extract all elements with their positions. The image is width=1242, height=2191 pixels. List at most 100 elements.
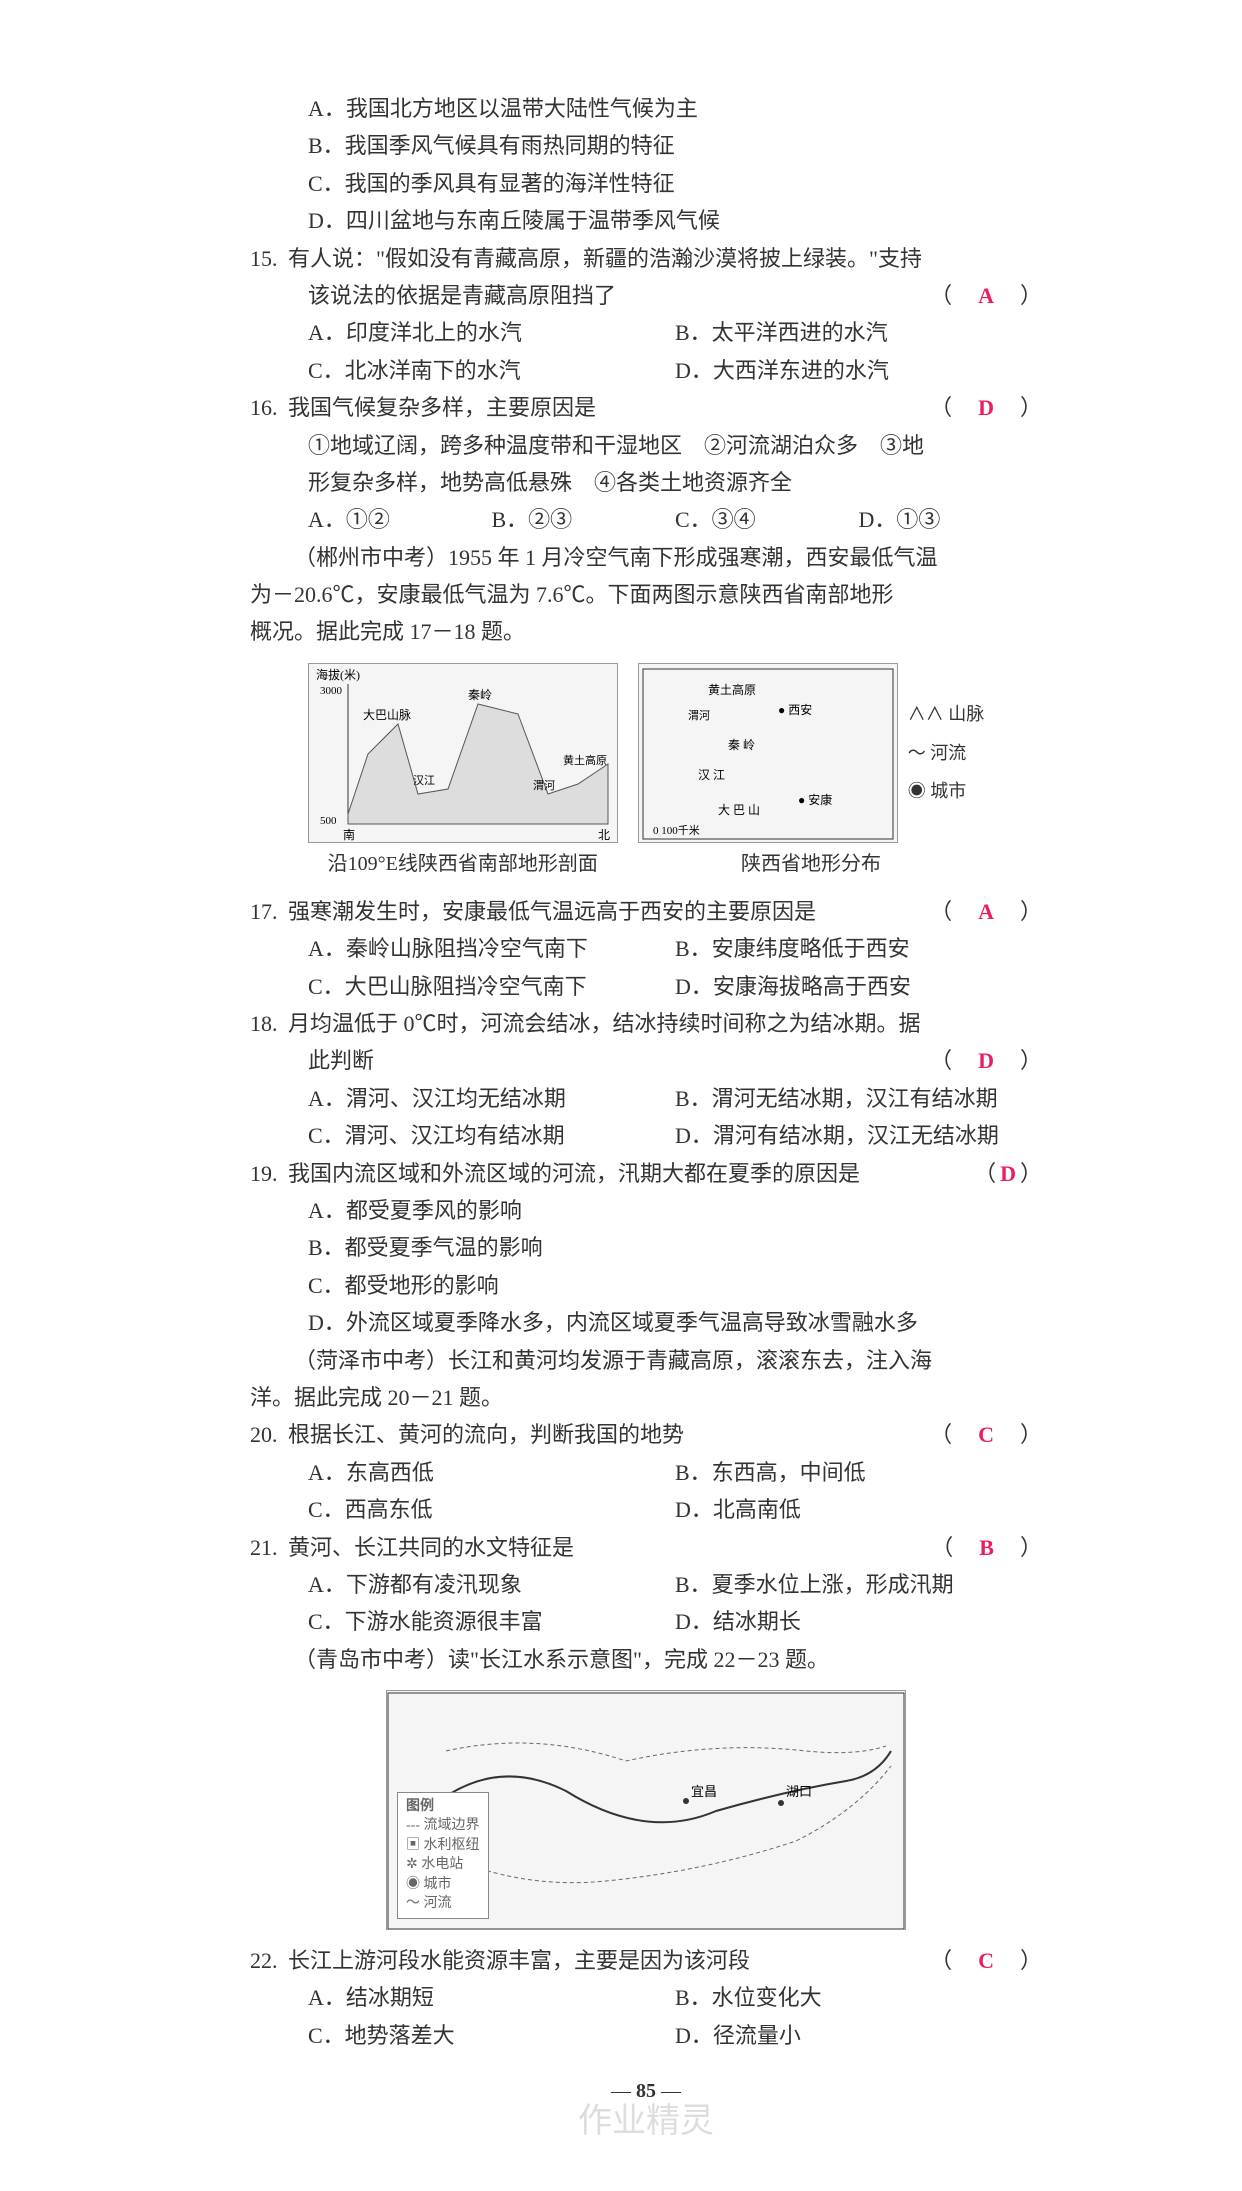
q17-answer-bracket: （ A ） [930,893,1042,930]
q19-opt-d: D．外流区域夏季降水多，内流区域夏季气温高导致冰雪融水多 [250,1304,1042,1341]
q21-opt-b: B．夏季水位上涨，形成汛期 [675,1566,1042,1603]
q19-opt-b: B．都受夏季气温的影响 [250,1229,1042,1266]
q16-opt-b: B．②③ [492,501,676,538]
map-svg: 黄土高原 ● 西安 渭河 秦 岭 汉 江 大 巴 山 ● 安康 0 100千米 [638,664,898,842]
svg-text:南: 南 [343,827,355,842]
context1-line1: （郴州市中考）1955 年 1 月冷空气南下形成强寒潮，西安最低气温 [250,539,1042,576]
q18-answer-bracket: （ D ） [930,1042,1042,1079]
context2-line1: （菏泽市中考）长江和黄河均发源于青藏高原，滚滚东去，注入海 [250,1342,1042,1379]
q20-answer: C [974,1422,998,1447]
q14-option-d: D．四川盆地与东南丘陵属于温带季风气候 [250,202,1042,239]
q18-number: 18. [250,1005,288,1042]
q22-answer: C [974,1948,998,1973]
fig3-legend-item1: ▣ 水利枢纽 [406,1836,480,1856]
q17-opt-c: C．大巴山脉阻挡冷空气南下 [308,968,675,1005]
q21-answer: B [975,1535,998,1560]
q21-opt-d: D．结冰期长 [675,1603,1042,1640]
watermark: 作业精灵 [250,2093,1042,2151]
svg-text:汉江: 汉江 [413,774,435,787]
q15-text2: 该说法的依据是青藏高原阻挡了 [308,277,930,314]
q15-opt-c: C．北冰洋南下的水汽 [308,352,675,389]
profile-chart-svg: 海拔(米) 3000 500 南 北 大巴山脉 秦岭 渭河 黄土高原 汉江 [308,664,618,842]
q15-text1: 有人说："假如没有青藏高原，新疆的浩瀚沙漠将披上绿装。"支持 [288,240,1042,277]
q21-opt-c: C．下游水能资源很丰富 [308,1603,675,1640]
figure-row-1: 海拔(米) 3000 500 南 北 大巴山脉 秦岭 渭河 黄土高原 汉江 沿1… [250,663,1042,881]
fig2-legend: ∧∧ 山脉 ～ 河流 ◉ 城市 [898,663,985,843]
q17-line: 17. 强寒潮发生时，安康最低气温远高于西安的主要原因是 （ A ） [250,893,1042,930]
svg-text:● 安康: ● 安康 [798,792,832,807]
q20-options-row2: C．西高东低 D．北高南低 [250,1491,1042,1528]
q22-options-row1: A．结冰期短 B．水位变化大 [250,1979,1042,2016]
svg-text:汉 江: 汉 江 [698,768,725,782]
q16-opt-c: C．③④ [675,501,859,538]
svg-text:500: 500 [320,815,337,827]
svg-text:宜昌: 宜昌 [691,1784,717,1799]
svg-text:渭河: 渭河 [533,779,555,792]
q17-opt-b: B．安康纬度略低于西安 [675,930,1042,967]
q18-options-row1: A．渭河、汉江均无结冰期 B．渭河无结冰期，汉江有结冰期 [250,1080,1042,1117]
fig3-legend-item0: --- 流域边界 [406,1816,480,1836]
q16-stem1: ①地域辽阔，跨多种温度带和干湿地区 ②河流湖泊众多 ③地 [250,427,1042,464]
legend-river: ～ 河流 [908,738,985,769]
q14-option-c: C．我国的季风具有显著的海洋性特征 [250,165,1042,202]
q18-text2: 此判断 [308,1042,930,1079]
q21-text: 黄河、长江共同的水文特征是 [288,1529,931,1566]
q18-options-row2: C．渭河、汉江均有结冰期 D．渭河有结冰期，汉江无结冰期 [250,1117,1042,1154]
q22-text: 长江上游河段水能资源丰富，主要是因为该河段 [288,1942,930,1979]
fig2-map: 黄土高原 ● 西安 渭河 秦 岭 汉 江 大 巴 山 ● 安康 0 100千米 [638,663,898,843]
q16-text: 我国气候复杂多样，主要原因是 [288,389,930,426]
svg-text:秦 岭: 秦 岭 [728,738,755,752]
q18-opt-c: C．渭河、汉江均有结冰期 [308,1117,675,1154]
fig3-legend-item4: ～ 河流 [406,1894,480,1914]
q15-number: 15. [250,240,288,277]
q19-answer: D [996,1161,1020,1186]
q22-opt-a: A．结冰期短 [308,1979,675,2016]
q16-stem2: 形复杂多样，地势高低悬殊 ④各类土地资源齐全 [250,464,1042,501]
q17-number: 17. [250,893,288,930]
q19-opt-a: A．都受夏季风的影响 [250,1192,1042,1229]
q19-number: 19. [250,1155,288,1192]
q22-opt-b: B．水位变化大 [675,1979,1042,2016]
q15-line2: 该说法的依据是青藏高原阻挡了 （ A ） [250,277,1042,314]
q20-opt-a: A．东高西低 [308,1454,675,1491]
q21-line: 21. 黄河、长江共同的水文特征是 （ B ） [250,1529,1042,1566]
fig3-legend-box: 图例 --- 流域边界 ▣ 水利枢纽 ✲ 水电站 ◉ 城市 ～ 河流 [397,1792,489,1920]
q22-answer-bracket: （ C ） [930,1942,1042,1979]
svg-text:渭河: 渭河 [688,709,710,722]
q22-opt-d: D．径流量小 [675,2017,1042,2054]
context3: （青岛市中考）读"长江水系示意图"，完成 22－23 题。 [250,1641,1042,1678]
svg-text:黄土高原: 黄土高原 [708,682,756,697]
q21-options-row1: A．下游都有凌汛现象 B．夏季水位上涨，形成汛期 [250,1566,1042,1603]
svg-text:黄土高原: 黄土高原 [563,753,607,767]
q15-options-row2: C．北冰洋南下的水汽 D．大西洋东进的水汽 [250,352,1042,389]
q16-opt-d: D．①③ [859,501,1043,538]
fig3-legend-item2: ✲ 水电站 [406,1855,480,1875]
fig1-caption: 沿109°E线陕西省南部地形剖面 [328,847,598,881]
q20-text: 根据长江、黄河的流向，判断我国的地势 [288,1416,930,1453]
q18-line2: 此判断 （ D ） [250,1042,1042,1079]
context1-line3: 概况。据此完成 17－18 题。 [250,613,1042,650]
q18-opt-a: A．渭河、汉江均无结冰期 [308,1080,675,1117]
svg-text:大 巴 山: 大 巴 山 [718,803,760,817]
q15-answer-bracket: （ A ） [930,277,1042,314]
q18-opt-b: B．渭河无结冰期，汉江有结冰期 [675,1080,1042,1117]
q15-opt-b: B．太平洋西进的水汽 [675,314,1042,351]
q21-answer-bracket: （ B ） [931,1529,1042,1566]
svg-text:海拔(米): 海拔(米) [316,667,360,682]
q15-opt-d: D．大西洋东进的水汽 [675,352,1042,389]
q22-number: 22. [250,1942,288,1979]
svg-text:0 100千米: 0 100千米 [653,824,700,837]
fig3-legend-item3: ◉ 城市 [406,1875,480,1895]
fig2-caption: 陕西省地形分布 [741,847,881,881]
q15-answer: A [974,283,998,308]
context1-line2: 为－20.6℃，安康最低气温为 7.6℃。下面两图示意陕西省南部地形 [250,576,1042,613]
q20-number: 20. [250,1416,288,1453]
q20-line: 20. 根据长江、黄河的流向，判断我国的地势 （ C ） [250,1416,1042,1453]
q22-opt-c: C．地势落差大 [308,2017,675,2054]
q18-opt-d: D．渭河有结冰期，汉江无结冰期 [675,1117,1042,1154]
fig3-yangtze-map: 宜昌 湖口 图例 --- 流域边界 ▣ 水利枢纽 ✲ 水电站 ◉ 城市 ～ 河流 [386,1690,906,1930]
context2-line2: 洋。据此完成 20－21 题。 [250,1379,1042,1416]
q19-line: 19. 我国内流区域和外流区域的河流，汛期大都在夏季的原因是 （D） [250,1155,1042,1192]
q17-answer: A [974,899,998,924]
q16-line: 16. 我国气候复杂多样，主要原因是 （ D ） [250,389,1042,426]
